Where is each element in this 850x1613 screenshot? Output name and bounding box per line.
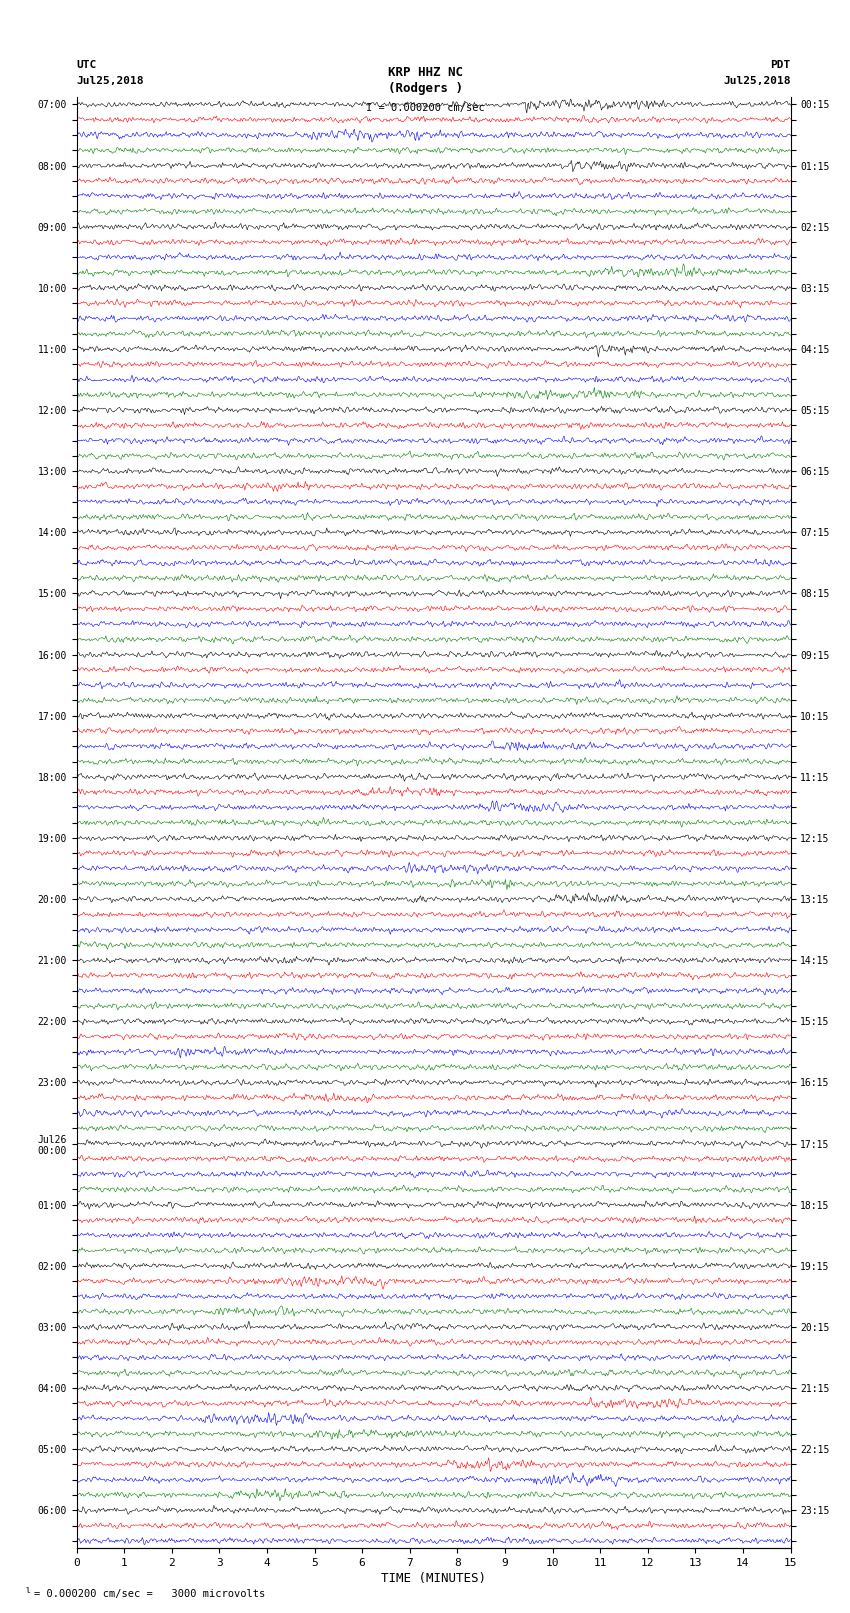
Text: (Rodgers ): (Rodgers ) xyxy=(388,82,462,95)
Text: = 0.000200 cm/sec =   3000 microvolts: = 0.000200 cm/sec = 3000 microvolts xyxy=(34,1589,265,1598)
Text: UTC: UTC xyxy=(76,60,97,69)
Text: I = 0.000200 cm/sec: I = 0.000200 cm/sec xyxy=(366,103,484,113)
Text: ˡ: ˡ xyxy=(24,1587,32,1600)
Text: KRP HHZ NC: KRP HHZ NC xyxy=(388,66,462,79)
X-axis label: TIME (MINUTES): TIME (MINUTES) xyxy=(381,1573,486,1586)
Text: Jul25,2018: Jul25,2018 xyxy=(723,76,791,85)
Text: PDT: PDT xyxy=(770,60,790,69)
Text: Jul25,2018: Jul25,2018 xyxy=(76,76,144,85)
